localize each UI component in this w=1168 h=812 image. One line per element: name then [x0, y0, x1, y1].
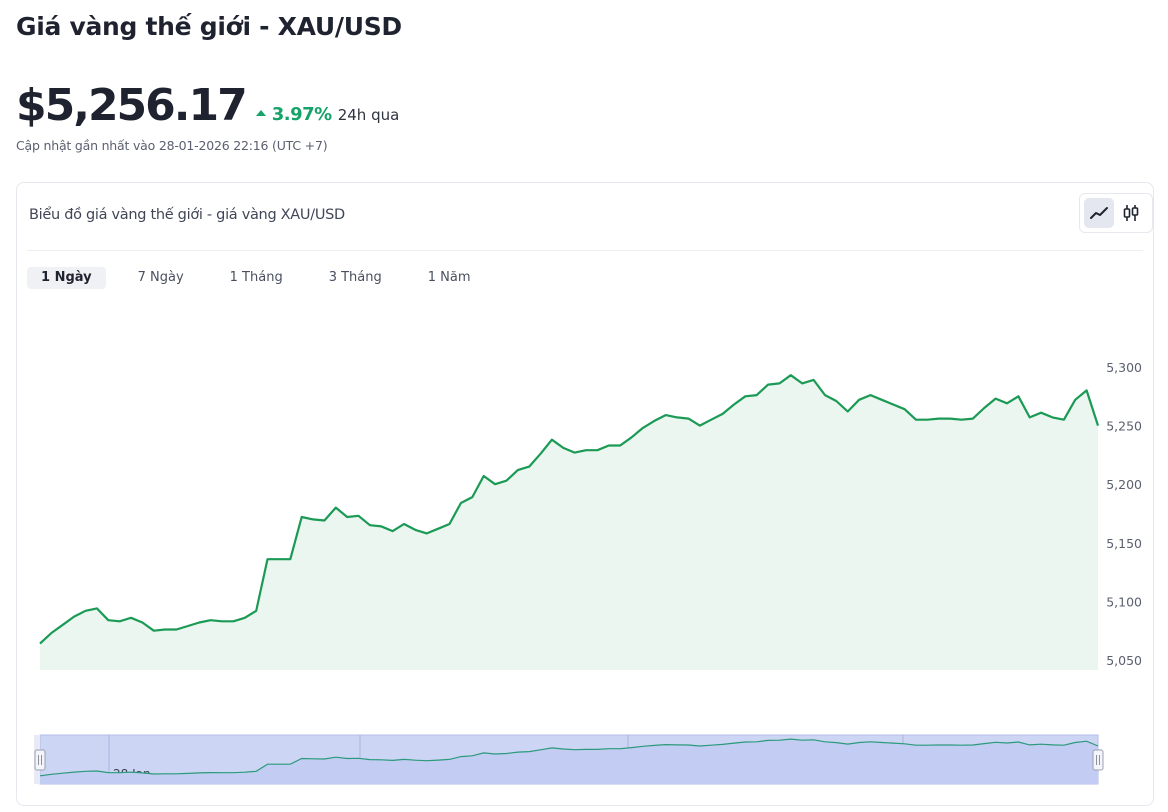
line-chart-button[interactable] — [1084, 198, 1114, 228]
candlestick-chart-icon — [1123, 205, 1139, 221]
y-axis-tick-label: 5,250 — [1106, 419, 1142, 434]
tab-7-days[interactable]: 7 Ngày — [137, 270, 184, 285]
y-axis-tick-label: 5,050 — [1106, 653, 1142, 668]
price-area-fill — [40, 375, 1098, 670]
card-divider — [27, 250, 1143, 251]
tab-3-months[interactable]: 3 Tháng — [328, 270, 382, 285]
handle-body — [1092, 749, 1104, 771]
price-line — [39, 374, 1100, 645]
y-axis-tick-label: 5,150 — [1106, 536, 1142, 551]
last-updated: Cập nhật gần nhất vào 28-01-2026 22:16 (… — [16, 138, 328, 153]
price-change: 3.97% 24h qua — [255, 104, 400, 125]
candlestick-chart-button[interactable] — [1116, 198, 1146, 228]
line-chart-icon — [1090, 207, 1108, 219]
chart-card-title: Biểu đồ giá vàng thế giới - giá vàng XAU… — [29, 207, 345, 223]
change-period: 24h qua — [337, 106, 400, 124]
up-arrow-icon — [255, 110, 266, 116]
current-price: $5,256.17 — [16, 80, 248, 131]
navigator-left-handle[interactable] — [34, 749, 46, 771]
y-axis-tick-label: 5,300 — [1106, 360, 1142, 375]
navigator-area — [40, 739, 1098, 784]
chart-type-toggle — [1079, 193, 1153, 233]
page-title: Giá vàng thế giới - XAU/USD — [16, 12, 402, 41]
tab-1-year[interactable]: 1 Năm — [427, 270, 471, 285]
y-axis-tick-label: 5,200 — [1106, 477, 1142, 492]
navigator-line — [39, 738, 1099, 777]
navigator-right-handle[interactable] — [1092, 749, 1104, 771]
tab-1-day[interactable]: 1 Ngày — [27, 267, 106, 289]
change-percent: 3.97% — [271, 104, 332, 125]
range-tabs: 1 Ngày 7 Ngày 1 Tháng 3 Tháng 1 Năm — [27, 267, 503, 289]
handle-body — [34, 749, 46, 771]
price-summary: $5,256.17 3.97% 24h qua — [16, 80, 399, 131]
tab-1-month[interactable]: 1 Tháng — [229, 270, 283, 285]
y-axis-tick-label: 5,100 — [1106, 594, 1142, 609]
